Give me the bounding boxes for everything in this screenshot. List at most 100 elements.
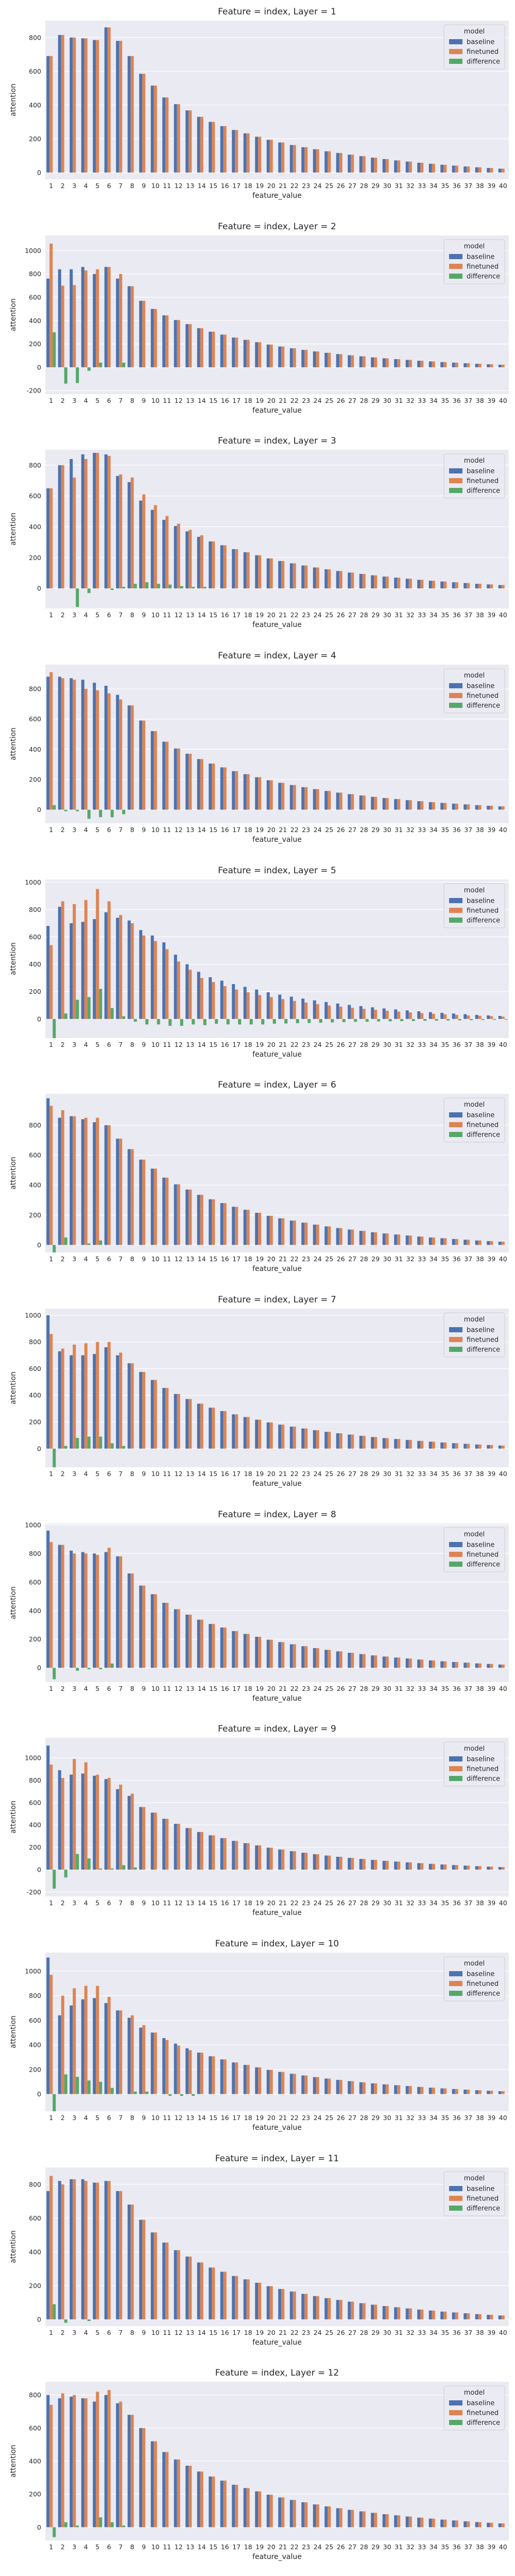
bar-baseline <box>336 2508 339 2528</box>
bar-baseline <box>127 705 131 810</box>
bar-finetuned <box>328 1005 331 1019</box>
bar-difference <box>180 2094 183 2096</box>
bar-baseline <box>336 2080 339 2094</box>
bar-baseline <box>452 582 455 589</box>
x-tick-label: 22 <box>290 397 299 404</box>
bar-finetuned <box>153 2232 157 2319</box>
x-tick-label: 40 <box>499 826 507 834</box>
x-tick-label: 16 <box>221 1255 229 1263</box>
bar-finetuned <box>96 690 99 810</box>
bar-finetuned <box>478 1663 482 1668</box>
x-tick-label: 29 <box>371 1255 380 1263</box>
x-tick-label: 15 <box>209 826 217 834</box>
x-tick-label: 11 <box>163 1685 171 1692</box>
x-tick-label: 23 <box>302 1470 310 1478</box>
x-tick-label: 35 <box>441 1899 449 1907</box>
bar-finetuned <box>61 35 64 173</box>
bar-baseline <box>324 1649 328 1668</box>
y-tick-label: 800 <box>29 685 41 692</box>
bar-baseline <box>150 2032 154 2094</box>
bar-baseline <box>336 1433 339 1449</box>
bar-finetuned <box>130 1573 134 1668</box>
bar-finetuned <box>84 1762 88 1870</box>
bar-baseline <box>278 2497 282 2528</box>
bar-baseline <box>417 2309 421 2319</box>
bar-baseline <box>324 151 328 173</box>
bar-baseline <box>348 1005 351 1019</box>
x-tick-label: 35 <box>441 1255 449 1263</box>
bar-baseline <box>336 792 339 810</box>
y-axis-label: attention <box>9 1586 18 1619</box>
bar-finetuned <box>246 552 250 589</box>
bar-finetuned <box>408 161 412 173</box>
y-tick-label: 400 <box>29 316 41 324</box>
bar-finetuned <box>374 1860 377 1870</box>
y-tick-label: 200 <box>29 2282 41 2290</box>
bar-finetuned <box>177 523 180 589</box>
x-tick-label: 6 <box>107 182 111 190</box>
bar-finetuned <box>374 1009 377 1019</box>
bar-finetuned <box>223 1411 227 1449</box>
legend-entry-baseline: baseline <box>467 1327 494 1334</box>
bar-finetuned <box>281 142 285 173</box>
y-tick-label: -200 <box>27 386 41 394</box>
bar-baseline <box>93 919 96 1019</box>
bar-baseline <box>58 1351 61 1449</box>
bar-baseline <box>417 1659 421 1668</box>
bar-baseline <box>220 1203 224 1245</box>
bar-difference <box>203 587 207 589</box>
bar-baseline <box>278 1425 282 1449</box>
bar-baseline <box>278 561 282 589</box>
bar-baseline <box>313 567 316 589</box>
legend-title: model <box>464 887 485 894</box>
x-tick-label: 38 <box>476 1041 484 1048</box>
x-tick-label: 18 <box>244 397 252 404</box>
bar-baseline <box>162 97 166 173</box>
y-tick-label: 0 <box>37 363 41 371</box>
x-tick-label: 10 <box>151 1255 160 1263</box>
bar-finetuned <box>501 806 505 810</box>
bar-baseline <box>46 676 50 810</box>
y-tick-label: 600 <box>29 715 41 723</box>
bar-finetuned <box>304 2075 308 2094</box>
bar-baseline <box>150 2441 154 2528</box>
bar-finetuned <box>61 1348 64 1449</box>
x-tick-label: 11 <box>163 2329 171 2336</box>
plot-area <box>45 1738 509 1897</box>
x-tick-label: 11 <box>163 2543 171 2551</box>
bar-finetuned <box>501 1016 505 1019</box>
y-tick-label: 400 <box>29 745 41 753</box>
bar-baseline <box>243 340 247 367</box>
bar-baseline <box>289 2291 293 2319</box>
bar-baseline <box>428 361 432 367</box>
bar-finetuned <box>142 1160 146 1245</box>
bar-finetuned <box>200 2262 203 2319</box>
bar-baseline <box>452 2312 455 2319</box>
bar-finetuned <box>501 585 505 589</box>
y-tick-label: 800 <box>29 1338 41 1346</box>
bar-baseline <box>359 1435 363 1449</box>
legend-swatch-difference <box>449 917 462 923</box>
bar-baseline <box>46 1098 50 1245</box>
bar-baseline <box>116 2010 119 2094</box>
bar-difference <box>168 2094 172 2096</box>
bar-baseline <box>487 584 490 589</box>
bar-finetuned <box>339 2080 342 2094</box>
bar-finetuned <box>316 1225 319 1245</box>
x-tick-label: 17 <box>232 2543 241 2551</box>
bar-baseline <box>162 1602 166 1668</box>
legend-entry-baseline: baseline <box>467 2185 494 2193</box>
bar-difference <box>192 2094 195 2096</box>
bar-baseline <box>359 795 363 810</box>
x-tick-label: 7 <box>118 1685 123 1692</box>
bar-baseline <box>301 787 305 810</box>
bar-finetuned <box>188 530 192 589</box>
x-tick-label: 26 <box>337 1685 345 1692</box>
x-tick-label: 17 <box>232 826 241 834</box>
bar-baseline <box>405 2086 409 2094</box>
bar-finetuned <box>258 137 262 173</box>
bar-finetuned <box>304 2502 308 2528</box>
bar-baseline <box>58 2180 61 2319</box>
